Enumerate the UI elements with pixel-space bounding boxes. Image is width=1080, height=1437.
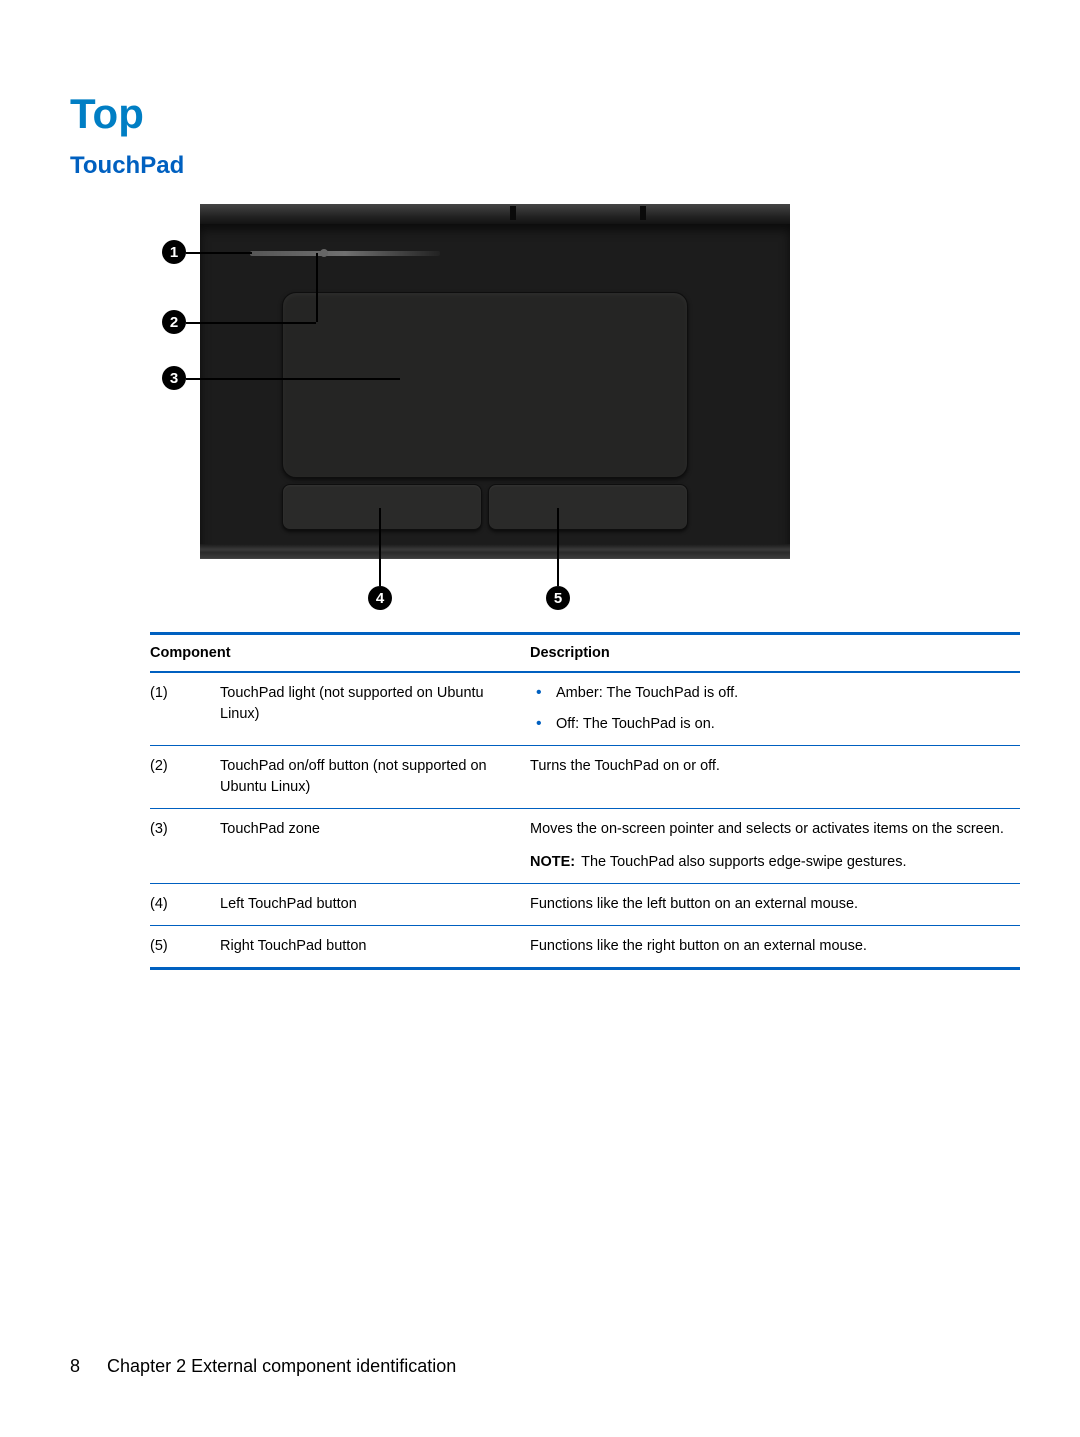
chapter-title: Chapter 2 External component identificat… bbox=[107, 1356, 456, 1376]
table-row: (3) TouchPad zone Moves the on-screen po… bbox=[150, 809, 1020, 884]
left-touchpad-button bbox=[282, 484, 482, 530]
page-number: 8 bbox=[70, 1356, 80, 1376]
note-text: The TouchPad also supports edge-swipe ge… bbox=[581, 854, 906, 870]
desc-list-item: Off: The TouchPad is on. bbox=[530, 714, 1010, 735]
cell-num: (4) bbox=[150, 884, 220, 926]
table-row: (2) TouchPad on/off button (not supporte… bbox=[150, 746, 1020, 809]
cell-num: (5) bbox=[150, 926, 220, 969]
page-heading-top: Top bbox=[70, 90, 1010, 138]
desc-list-item: Amber: The TouchPad is off. bbox=[530, 683, 1010, 704]
callout-5-line bbox=[557, 508, 559, 586]
cell-description: Turns the TouchPad on or off. bbox=[530, 746, 1020, 809]
desc-text: Moves the on-screen pointer and selects … bbox=[530, 819, 1010, 840]
callout-3-line bbox=[186, 378, 400, 380]
callout-2-line-v bbox=[316, 253, 318, 322]
callout-3: 3 bbox=[162, 366, 186, 390]
callout-4: 4 bbox=[368, 586, 392, 610]
right-touchpad-button bbox=[488, 484, 688, 530]
table-row: (1) TouchPad light (not supported on Ubu… bbox=[150, 672, 1020, 746]
note-label: NOTE: bbox=[530, 854, 575, 870]
cell-description: Functions like the left button on an ext… bbox=[530, 884, 1020, 926]
touchpad-buttons bbox=[282, 484, 688, 530]
page-footer: 8 Chapter 2 External component identific… bbox=[70, 1356, 456, 1377]
page-heading-touchpad: TouchPad bbox=[70, 152, 1010, 180]
callout-2-line-h bbox=[186, 322, 316, 324]
callout-4-line bbox=[379, 508, 381, 586]
keyboard-strip bbox=[200, 204, 790, 226]
cell-description: Functions like the right button on an ex… bbox=[530, 926, 1020, 969]
table-row: (5) Right TouchPad button Functions like… bbox=[150, 926, 1020, 969]
component-table: Component Description (1) TouchPad light… bbox=[150, 632, 1020, 970]
cell-description: Moves the on-screen pointer and selects … bbox=[530, 809, 1020, 884]
cell-num: (1) bbox=[150, 672, 220, 746]
th-component: Component bbox=[150, 634, 530, 673]
cell-component: Right TouchPad button bbox=[220, 926, 530, 969]
desc-note: NOTE: The TouchPad also supports edge-swi… bbox=[530, 852, 1010, 873]
cell-num: (3) bbox=[150, 809, 220, 884]
cell-description: Amber: The TouchPad is off. Off: The Tou… bbox=[530, 672, 1020, 746]
callout-5: 5 bbox=[546, 586, 570, 610]
cell-component: TouchPad zone bbox=[220, 809, 530, 884]
cell-component: TouchPad light (not supported on Ubuntu … bbox=[220, 672, 530, 746]
touchpad-light-indicator bbox=[250, 251, 440, 256]
laptop-bottom-edge bbox=[200, 544, 790, 559]
touchpad-zone bbox=[282, 292, 688, 478]
cell-component: Left TouchPad button bbox=[220, 884, 530, 926]
callout-1: 1 bbox=[162, 240, 186, 264]
component-table-wrap: Component Description (1) TouchPad light… bbox=[150, 632, 1020, 970]
table-row: (4) Left TouchPad button Functions like … bbox=[150, 884, 1020, 926]
th-description: Description bbox=[530, 634, 1020, 673]
touchpad-diagram: 1 2 3 4 5 bbox=[150, 204, 1010, 614]
cell-component: TouchPad on/off button (not supported on… bbox=[220, 746, 530, 809]
touchpad-onoff-dot bbox=[320, 249, 328, 257]
cell-num: (2) bbox=[150, 746, 220, 809]
callout-2: 2 bbox=[162, 310, 186, 334]
callout-1-line bbox=[186, 252, 252, 254]
